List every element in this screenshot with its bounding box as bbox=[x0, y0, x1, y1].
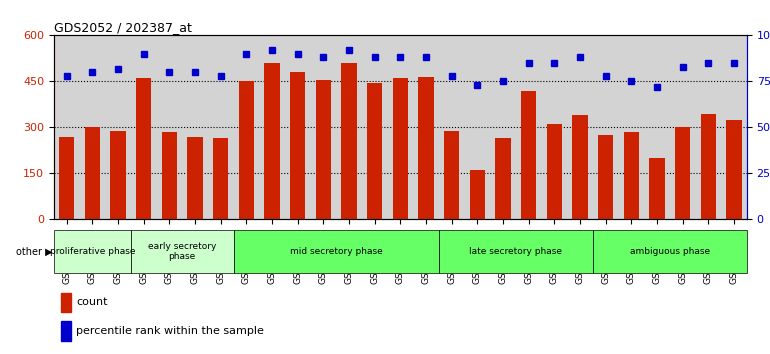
FancyBboxPatch shape bbox=[233, 230, 439, 273]
Text: proliferative phase: proliferative phase bbox=[49, 247, 136, 256]
Bar bbox=[61, 293, 72, 312]
Bar bbox=[418, 77, 434, 219]
Bar bbox=[649, 158, 665, 219]
Text: ambiguous phase: ambiguous phase bbox=[630, 247, 710, 256]
Bar bbox=[624, 132, 639, 219]
Bar bbox=[495, 138, 511, 219]
Bar bbox=[316, 80, 331, 219]
Bar bbox=[162, 132, 177, 219]
Bar bbox=[393, 78, 408, 219]
Bar bbox=[136, 78, 152, 219]
Bar bbox=[598, 135, 614, 219]
Bar bbox=[110, 131, 126, 219]
Bar bbox=[470, 170, 485, 219]
Bar bbox=[290, 72, 306, 219]
FancyBboxPatch shape bbox=[593, 230, 747, 273]
Bar bbox=[264, 63, 280, 219]
Bar bbox=[547, 124, 562, 219]
Bar bbox=[59, 137, 75, 219]
Bar bbox=[85, 127, 100, 219]
Bar bbox=[341, 63, 357, 219]
FancyBboxPatch shape bbox=[439, 230, 593, 273]
Text: percentile rank within the sample: percentile rank within the sample bbox=[76, 326, 264, 336]
FancyBboxPatch shape bbox=[131, 230, 233, 273]
Text: count: count bbox=[76, 297, 108, 307]
Bar bbox=[213, 138, 229, 219]
Bar bbox=[61, 321, 72, 341]
Text: early secretory
phase: early secretory phase bbox=[148, 242, 216, 261]
Bar bbox=[187, 137, 203, 219]
Bar bbox=[675, 127, 691, 219]
FancyBboxPatch shape bbox=[54, 230, 131, 273]
Text: other ▶: other ▶ bbox=[16, 246, 52, 256]
Bar bbox=[444, 131, 460, 219]
Bar bbox=[521, 91, 537, 219]
Bar bbox=[239, 81, 254, 219]
Bar bbox=[367, 83, 383, 219]
Text: GDS2052 / 202387_at: GDS2052 / 202387_at bbox=[54, 21, 192, 34]
Bar bbox=[701, 114, 716, 219]
Bar bbox=[726, 120, 742, 219]
Text: late secretory phase: late secretory phase bbox=[470, 247, 562, 256]
Text: mid secretory phase: mid secretory phase bbox=[290, 247, 383, 256]
Bar bbox=[572, 115, 588, 219]
